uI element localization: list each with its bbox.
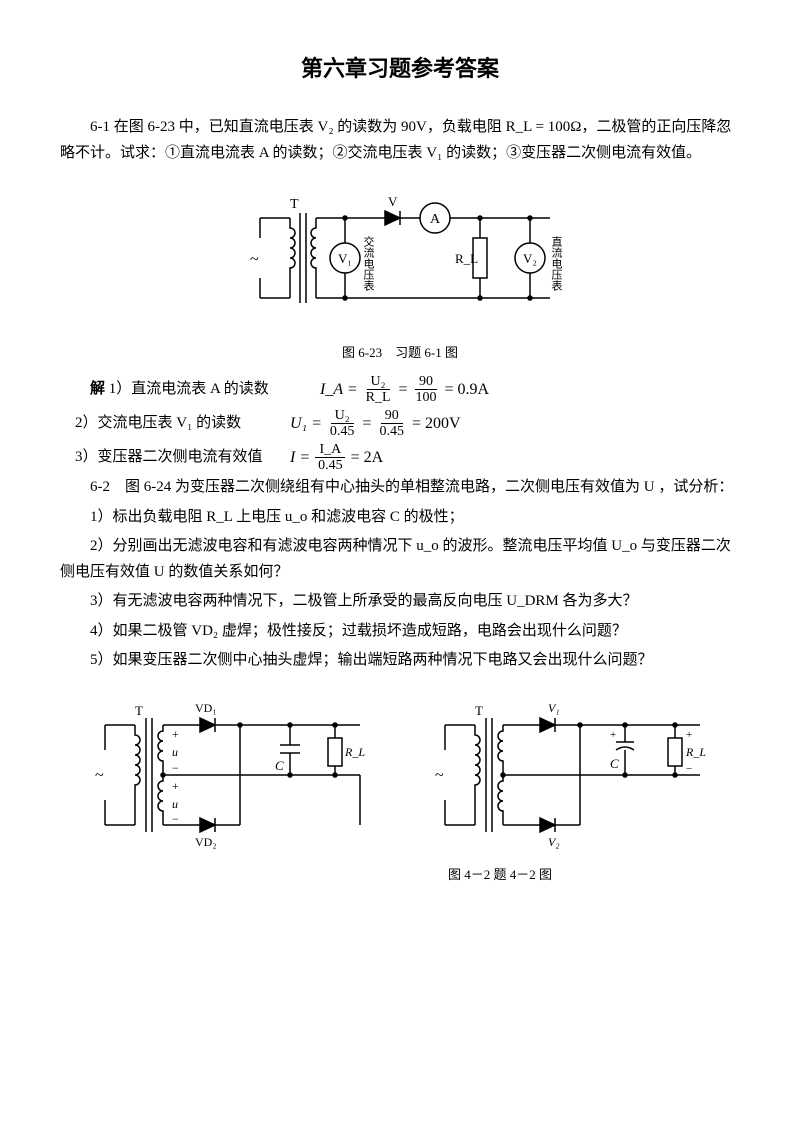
svg-text:+: +	[610, 729, 616, 741]
svg-text:−: −	[172, 812, 179, 826]
sol3-text: 3）变压器二次侧电流有效值	[60, 445, 290, 471]
svg-text:V₂: V₂	[523, 251, 537, 266]
svg-text:T: T	[475, 703, 483, 718]
svg-text:u: u	[172, 745, 178, 759]
svg-text:V₁: V₁	[548, 701, 560, 715]
problem-6-2-text: 6-2 图 6-24 为变压器二次侧绕组有中心抽头的单相整流电路，二次侧电压有效…	[60, 475, 740, 501]
svg-text:~: ~	[435, 767, 444, 784]
sol1-text: 1）直流电流表 A 的读数	[109, 381, 269, 397]
svg-text:直流电压表: 直流电压表	[550, 235, 563, 292]
svg-text:V: V	[388, 194, 398, 209]
q1: 1）标出负载电阻 R_L 上电压 u_o 和滤波电容 C 的极性；	[60, 505, 740, 531]
figure-6-23-caption: 图 6-23 习题 6-1 图	[60, 342, 740, 364]
problem-6-1-text: 6-1 在图 6-23 中，已知直流电压表 V₂ 的读数为 90V，负载电阻 R…	[60, 115, 740, 166]
svg-text:C: C	[275, 758, 284, 773]
svg-text:+: +	[172, 779, 179, 793]
svg-text:C: C	[610, 756, 619, 771]
q3: 3）有无滤波电容两种情况下，二极管上所承受的最高反向电压 U_DRM 各为多大？	[60, 589, 740, 615]
svg-text:交流电压表: 交流电压表	[362, 235, 375, 292]
equation-1: I_A = U₂R_L = 90100 = 0.9A	[320, 374, 489, 406]
svg-text:R_L: R_L	[685, 745, 706, 759]
circuit-4-2-right-svg: ~ T V₁ V₂	[420, 690, 720, 860]
solution-1: 解 1）直流电流表 A 的读数 I_A = U₂R_L = 90100 = 0.…	[60, 374, 740, 406]
svg-text:V₁: V₁	[338, 251, 352, 266]
svg-text:VD₁: VD₁	[195, 701, 217, 715]
solution-2: 2）交流电压表 V₁ 的读数 U₁ = U₂0.45 = 900.45 = 20…	[60, 408, 740, 440]
sol2-text: 2）交流电压表 V₁ 的读数	[60, 411, 290, 437]
svg-text:T: T	[135, 703, 143, 718]
svg-text:~: ~	[250, 251, 259, 268]
svg-text:R_L: R_L	[455, 251, 478, 266]
page: 第六章习题参考答案 6-1 在图 6-23 中，已知直流电压表 V₂ 的读数为 …	[0, 0, 800, 936]
q5: 5）如果变压器二次侧中心抽头虚焊；输出端短路两种情况下电路又会出现什么问题？	[60, 648, 740, 674]
circuit-4-2-left-svg: ~ T + u − + u −	[80, 690, 380, 860]
solution-3: 3）变压器二次侧电流有效值 I = I_A0.45 = 2A	[60, 442, 740, 474]
figure-6-23: ~ T V A	[60, 178, 740, 338]
svg-text:+: +	[172, 727, 179, 741]
svg-text:T: T	[290, 197, 299, 212]
svg-text:−: −	[686, 763, 692, 775]
svg-text:−: −	[172, 761, 179, 775]
sol-label: 解	[90, 381, 105, 397]
q4: 4）如果二极管 VD₂ 虚焊；极性接反；过载损坏造成短路，电路会出现什么问题？	[60, 619, 740, 645]
svg-text:A: A	[430, 212, 441, 227]
svg-text:~: ~	[95, 767, 104, 784]
svg-text:V₂: V₂	[548, 835, 560, 849]
equation-2: U₁ = U₂0.45 = 900.45 = 200V	[290, 408, 461, 440]
figure-4-2-caption: 图 4－2 题 4－2 图	[260, 864, 740, 886]
svg-text:R_L: R_L	[344, 745, 365, 759]
figure-4-2-row: ~ T + u − + u −	[60, 690, 740, 860]
q2: 2）分别画出无滤波电容和有滤波电容两种情况下 u_o 的波形。整流电压平均值 U…	[60, 534, 740, 585]
svg-text:u: u	[172, 797, 178, 811]
page-title: 第六章习题参考答案	[60, 50, 740, 87]
svg-text:+: +	[686, 729, 692, 741]
svg-text:VD₂: VD₂	[195, 835, 217, 849]
equation-3: I = I_A0.45 = 2A	[290, 442, 383, 474]
circuit-6-23-svg: ~ T V A	[220, 178, 580, 328]
